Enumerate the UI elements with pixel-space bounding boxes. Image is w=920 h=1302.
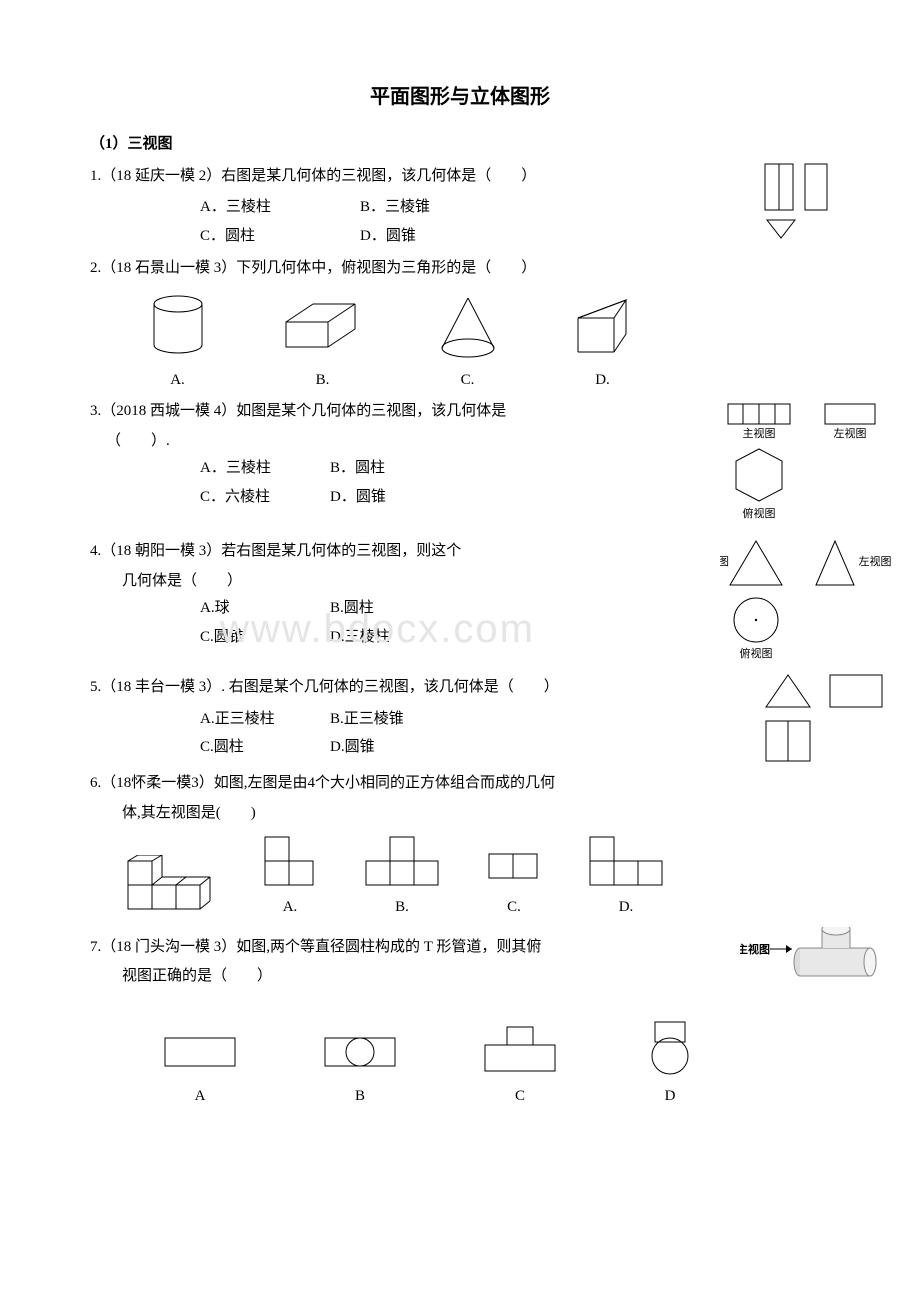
q1-figure bbox=[760, 162, 900, 240]
q5-opt-a: A.正三棱柱 bbox=[200, 705, 330, 734]
question-7: 主视图 7.（18 门头沟一模 3）如图,两个等直径圆柱构成的 T 形管道，则其… bbox=[90, 935, 830, 1110]
q6-fig-d bbox=[584, 834, 668, 889]
q4-opt-d: D.三棱柱 bbox=[330, 623, 460, 652]
q2-text: 2.（18 石景山一模 3）下列几何体中，俯视图为三角形的是（ ） bbox=[90, 256, 830, 282]
q7-label-b: B bbox=[315, 1084, 405, 1110]
question-5: 5.（18 丰台一模 3）. 右图是某个几何体的三视图，该几何体是（ ） A.正… bbox=[90, 675, 830, 765]
q3-top-label: 俯视图 bbox=[743, 506, 776, 520]
q2-label-c: C. bbox=[433, 368, 503, 394]
question-4: www.bdocx.com 主视图 左视图 俯视图 4.（18 朝阳一模 3）若… bbox=[90, 539, 830, 669]
q7-fig-a bbox=[155, 1023, 245, 1078]
q2-label-b: B. bbox=[278, 368, 368, 394]
question-6: 6.（18怀柔一模3）如图,左图是由4个大小相同的正方体组合而成的几何 体,其左… bbox=[90, 771, 830, 921]
q6-label-d: D. bbox=[584, 895, 668, 921]
q4-left-label: 左视图 bbox=[859, 554, 892, 568]
q2-fig-a bbox=[143, 292, 213, 362]
q7-fig-d bbox=[635, 1018, 705, 1078]
q6-label-c: C. bbox=[484, 895, 544, 921]
page-title: 平面图形与立体图形 bbox=[90, 80, 830, 114]
q2-label-a: A. bbox=[143, 368, 213, 394]
q2-fig-b bbox=[278, 292, 368, 362]
q6-text2: 体,其左视图是( ) bbox=[90, 801, 830, 827]
q4-top-label: 俯视图 bbox=[740, 646, 773, 660]
q1-text: 1.（18 延庆一模 2）右图是某几何体的三视图，该几何体是（ ） bbox=[90, 164, 830, 190]
q7-figure: 主视图 bbox=[740, 927, 900, 997]
q4-opt-b: B.圆柱 bbox=[330, 594, 460, 623]
q3-opt-c: C．六棱柱 bbox=[200, 483, 330, 512]
section-header: （1）三视图 bbox=[90, 132, 830, 158]
q2-fig-c bbox=[433, 292, 503, 362]
q1-opt-d: D．圆锥 bbox=[360, 222, 520, 251]
q6-text: 6.（18怀柔一模3）如图,左图是由4个大小相同的正方体组合而成的几何 bbox=[90, 771, 830, 797]
q4-text: 4.（18 朝阳一模 3）若右图是某几何体的三视图，则这个 bbox=[90, 539, 830, 565]
question-3: 主视图 左视图 俯视图 3.（2018 西城一模 4）如图是某个几何体的三视图，… bbox=[90, 399, 830, 529]
q3-opt-b: B．圆柱 bbox=[330, 454, 460, 483]
question-1: 1.（18 延庆一模 2）右图是某几何体的三视图，该几何体是（ ） A．三棱柱 … bbox=[90, 164, 830, 251]
q6-fig-a bbox=[260, 834, 320, 889]
q6-fig-c bbox=[484, 834, 544, 889]
q1-opt-b: B．三棱锥 bbox=[360, 193, 520, 222]
q5-opt-d: D.圆锥 bbox=[330, 733, 460, 762]
q3-text: 3.（2018 西城一模 4）如图是某个几何体的三视图，该几何体是 bbox=[90, 399, 830, 425]
q7-front-label: 主视图 bbox=[740, 942, 770, 956]
q1-opt-c: C．圆柱 bbox=[200, 222, 360, 251]
q4-opt-a: A.球 bbox=[200, 594, 330, 623]
q6-fig-solid bbox=[120, 855, 220, 915]
q7-text: 7.（18 门头沟一模 3）如图,两个等直径圆柱构成的 T 形管道，则其俯 bbox=[90, 935, 830, 961]
q4-figure: 主视图 左视图 俯视图 bbox=[720, 535, 900, 670]
q1-opt-a: A．三棱柱 bbox=[200, 193, 360, 222]
q6-label-b: B. bbox=[360, 895, 444, 921]
q3-opt-a: A．三棱柱 bbox=[200, 454, 330, 483]
q5-figure bbox=[760, 671, 900, 771]
question-2: 2.（18 石景山一模 3）下列几何体中，俯视图为三角形的是（ ） A. B. bbox=[90, 256, 830, 393]
q4-front-label: 主视图 bbox=[720, 554, 729, 568]
q7-label-d: D bbox=[635, 1084, 705, 1110]
q3-figure: 主视图 左视图 俯视图 bbox=[720, 399, 900, 534]
q6-label-a: A. bbox=[260, 895, 320, 921]
q5-opt-c: C.圆柱 bbox=[200, 733, 330, 762]
q2-fig-d bbox=[568, 292, 638, 362]
q5-text: 5.（18 丰台一模 3）. 右图是某个几何体的三视图，该几何体是（ ） bbox=[90, 675, 830, 701]
q5-opt-b: B.正三棱锥 bbox=[330, 705, 460, 734]
q3-left-label: 左视图 bbox=[834, 426, 867, 440]
q6-fig-b bbox=[360, 834, 444, 889]
q7-label-c: C bbox=[475, 1084, 565, 1110]
q7-label-a: A bbox=[155, 1084, 245, 1110]
q7-text2: 视图正确的是（ ） bbox=[90, 964, 830, 990]
q7-fig-c bbox=[475, 1023, 565, 1078]
q4-opt-c: C.圆锥 bbox=[200, 623, 330, 652]
q3-opt-d: D．圆锥 bbox=[330, 483, 460, 512]
q7-fig-b bbox=[315, 1023, 405, 1078]
q4-text2: 几何体是（ ） bbox=[90, 569, 830, 595]
q2-label-d: D. bbox=[568, 368, 638, 394]
q3-text2: （ ）. bbox=[90, 429, 830, 455]
q3-front-label: 主视图 bbox=[743, 426, 776, 440]
